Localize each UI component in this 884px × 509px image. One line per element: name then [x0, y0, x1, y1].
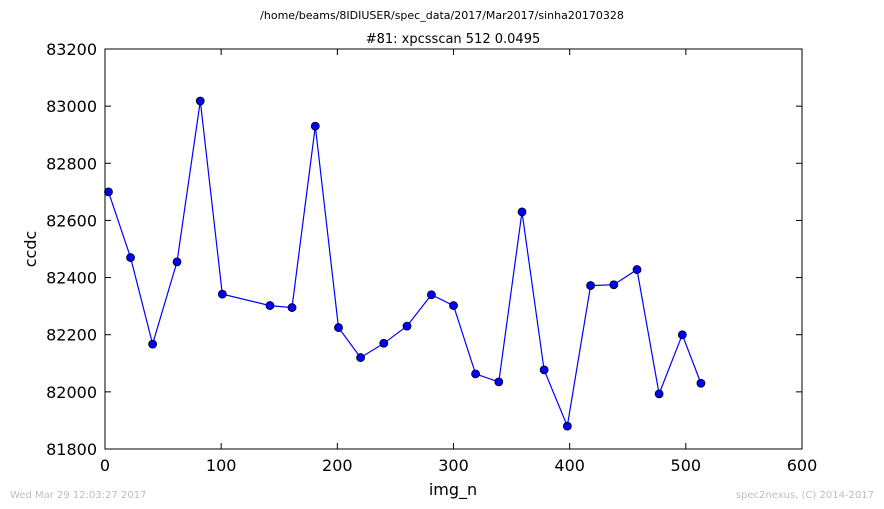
data-point: [609, 280, 619, 290]
data-point: [586, 281, 595, 290]
data-point: [287, 303, 297, 312]
y-tick-label: 83200: [46, 40, 97, 59]
data-point: [217, 289, 227, 299]
data-point: [379, 338, 389, 348]
data-point: [562, 421, 572, 431]
y-tick-label: 82000: [46, 383, 97, 402]
x-tick-label: 0: [100, 456, 110, 475]
plot-area: 0 100 200 300 400 500 600 81800 82000 82200 82400 8…: [46, 40, 817, 475]
y-tick-label: 82600: [46, 211, 97, 230]
y-tick-label: 82200: [46, 326, 97, 345]
data-point: [471, 369, 480, 379]
data-point: [517, 207, 527, 217]
data-point: [310, 121, 320, 131]
x-tick-label: 100: [206, 456, 237, 475]
series-line: [107, 100, 702, 429]
y-tick-label: 82800: [46, 154, 97, 173]
x-tick-label: 600: [787, 456, 818, 475]
figure-supertitle: /home/beams/8IDIUSER/spec_data/2017/Mar2…: [260, 9, 624, 22]
data-point: [654, 389, 664, 399]
x-tick-label: 200: [322, 456, 353, 475]
x-tick-label: 500: [671, 456, 702, 475]
data-point: [148, 339, 158, 349]
x-tick-label: 300: [438, 456, 469, 475]
data-point: [172, 257, 182, 267]
data-point: [195, 96, 205, 106]
plot-frame: [104, 48, 803, 450]
data-point: [427, 290, 436, 300]
data-point: [449, 301, 458, 310]
x-tick-label: 400: [554, 456, 585, 475]
data-point: [632, 265, 642, 274]
y-tick-label: 81800: [46, 440, 97, 459]
data-point: [696, 378, 706, 388]
data-point: [356, 353, 365, 362]
data-point: [539, 365, 549, 375]
footer-credit: spec2nexus, (C) 2014-2017: [736, 490, 874, 501]
y-tick-label: 83000: [46, 97, 97, 116]
series-layer: [104, 96, 706, 431]
data-point: [402, 321, 412, 331]
data-point: [334, 323, 343, 332]
x-axis-label: img_n: [429, 480, 477, 500]
data-point: [265, 301, 275, 310]
chart-title: #81: xpcsscan 512 0.0495: [366, 32, 541, 47]
data-point: [677, 330, 687, 340]
data-point: [104, 187, 113, 197]
footer-timestamp: Wed Mar 29 12:03:27 2017: [10, 490, 146, 501]
y-axis-label: ccdc: [21, 231, 40, 268]
ticks-layer: 0 100 200 300 400 500 600 81800 82000 82200 82400 8…: [46, 40, 817, 475]
data-point: [126, 253, 135, 262]
y-tick-label: 82400: [46, 269, 97, 288]
data-point: [494, 377, 504, 387]
